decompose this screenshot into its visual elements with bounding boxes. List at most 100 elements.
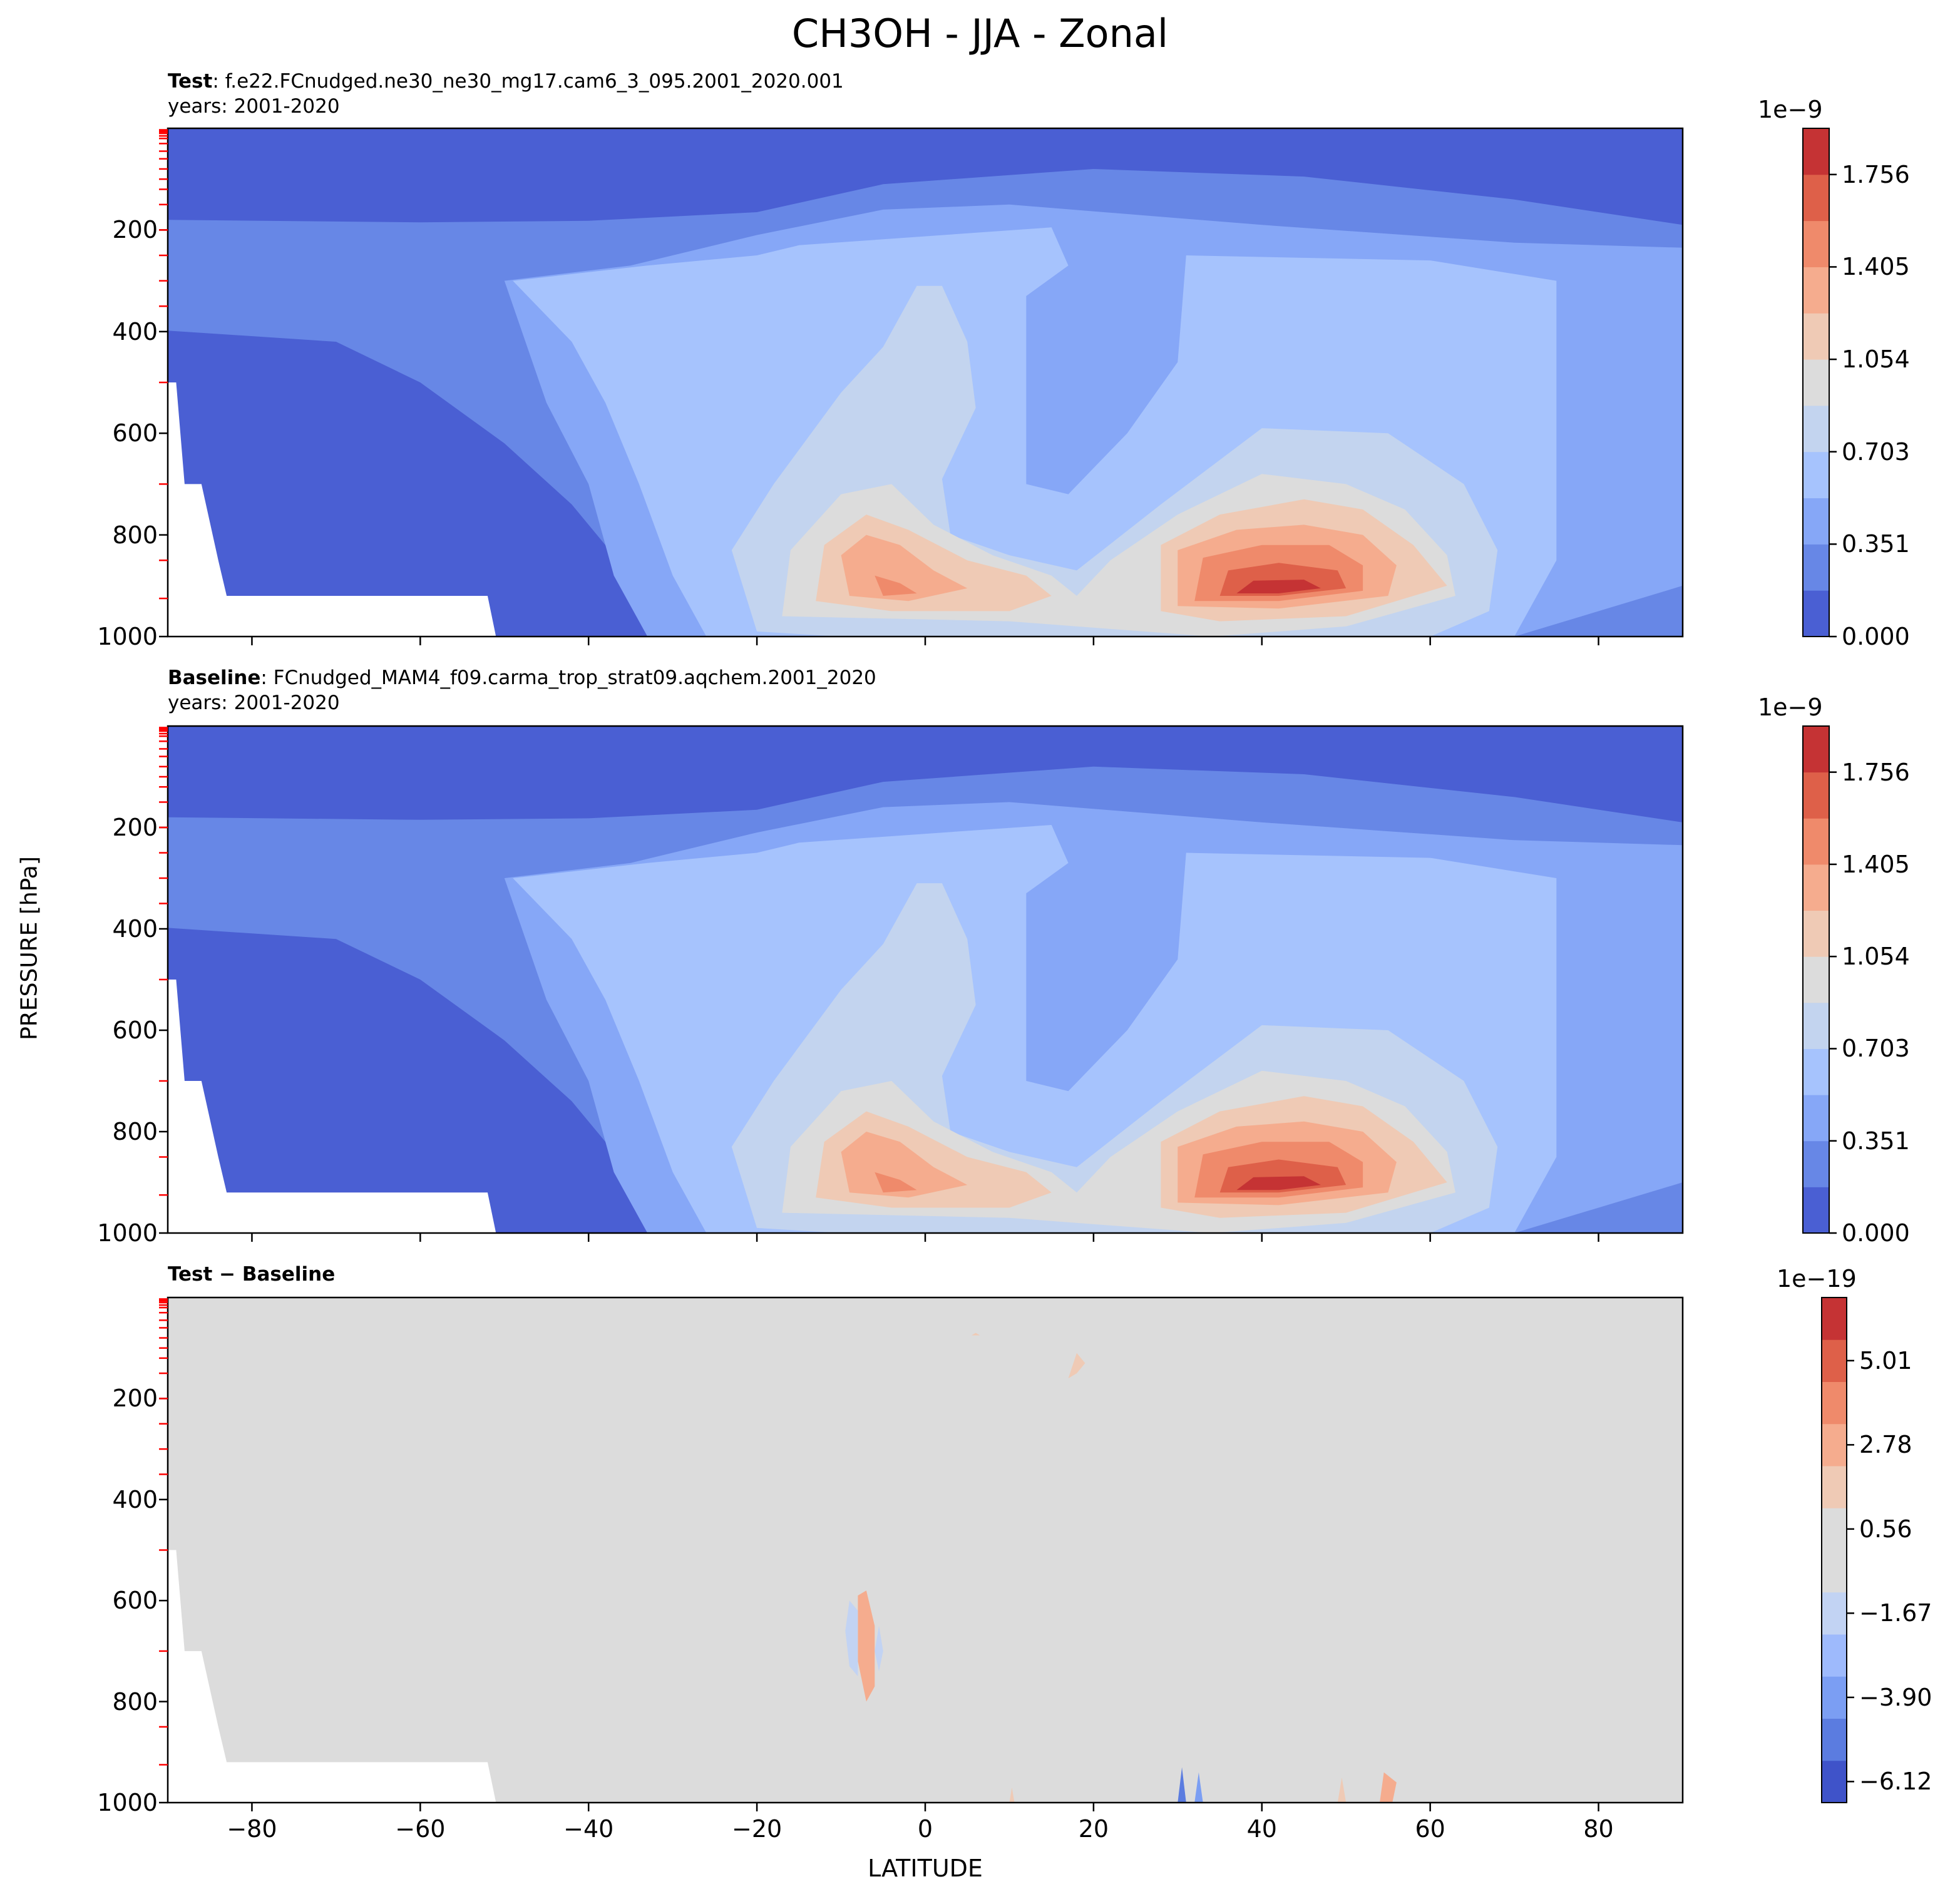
difference-colorbar-swatch (1822, 1298, 1847, 1340)
baseline-ytick-label: 400 (112, 915, 158, 943)
difference-contour-blob (858, 1590, 875, 1702)
difference-colorbar-swatch (1822, 1339, 1847, 1382)
difference-colorbar-tick-label: −6.12 (1859, 1768, 1932, 1796)
test-colorbar-tick-label: 1.054 (1842, 346, 1910, 374)
difference-colorbar-swatch (1822, 1634, 1847, 1677)
baseline-contour-level-8 (875, 1172, 917, 1193)
test-colorbar-swatch (1803, 405, 1829, 453)
baseline-panel-title: Baseline: FCnudged_MAM4_f09.carma_trop_s… (168, 665, 876, 690)
test-panel-subtitle: years: 2001-2020 (168, 95, 340, 118)
baseline-colorbar-tick-label: 0.000 (1842, 1219, 1910, 1247)
test-colorbar-tick-label: 1.405 (1842, 253, 1910, 281)
test-surface-mask (168, 382, 496, 637)
baseline-colorbar-swatch (1803, 726, 1829, 773)
test-colorbar-swatch (1803, 220, 1829, 267)
difference-xtick-label: 80 (1583, 1815, 1614, 1843)
test-colorbar-swatch (1803, 359, 1829, 406)
difference-contour-blob (1178, 1767, 1186, 1803)
baseline-colorbar (1802, 725, 1837, 1234)
difference-colorbar-swatch (1822, 1760, 1847, 1803)
baseline-panel-subtitle: years: 2001-2020 (168, 692, 340, 714)
baseline-colorbar-swatch (1803, 910, 1829, 957)
test-ytick-label: 1000 (97, 623, 158, 650)
difference-xtick-label: 40 (1246, 1815, 1277, 1843)
difference-contour-blob (971, 1333, 980, 1336)
test-contour-level-7 (841, 535, 968, 601)
difference-colorbar-swatch (1822, 1423, 1847, 1466)
difference-xtick-label: −40 (563, 1815, 614, 1843)
difference-ytick-label: 600 (112, 1587, 158, 1615)
baseline-contour-level-7 (841, 1132, 968, 1198)
difference-ytick-label: 200 (112, 1385, 158, 1413)
baseline-colorbar-swatch (1803, 1095, 1829, 1142)
difference-xtick-label: 20 (1078, 1815, 1109, 1843)
baseline-ytick-label: 800 (112, 1118, 158, 1145)
difference-colorbar (1821, 1297, 1854, 1803)
test-colorbar-swatch (1803, 128, 1829, 175)
baseline-colorbar-swatch (1803, 864, 1829, 911)
test-contour-level-8 (875, 575, 917, 596)
difference-title-bold: Test − Baseline (168, 1263, 336, 1286)
test-colorbar-swatch (1803, 544, 1829, 591)
test-colorbar-tick-label: 0.703 (1842, 438, 1910, 466)
baseline-contour-level-0 (168, 928, 648, 1233)
difference-xtick-label: −80 (227, 1815, 277, 1843)
baseline-colorbar-tick-label: 0.351 (1842, 1127, 1910, 1155)
baseline-colorbar-swatch (1803, 1002, 1829, 1049)
test-plot-area (159, 127, 1684, 645)
difference-colorbar-tick-label: 2.78 (1859, 1431, 1912, 1459)
x-axis-label: LATITUDE (868, 1855, 983, 1882)
difference-colorbar-swatch (1822, 1718, 1847, 1761)
baseline-ytick-label: 600 (112, 1016, 158, 1044)
difference-colorbar-swatch (1822, 1381, 1847, 1425)
test-colorbar-swatch (1803, 498, 1829, 545)
difference-xtick-label: −20 (732, 1815, 782, 1843)
difference-contour-blob (845, 1600, 858, 1677)
difference-surface-mask (168, 1550, 496, 1803)
figure-title: CH3OH - JJA - Zonal (791, 11, 1169, 56)
baseline-title-text: : FCnudged_MAM4_f09.carma_trop_strat09.a… (260, 667, 876, 689)
difference-ytick-label: 800 (112, 1687, 158, 1716)
difference-xtick-label: 0 (917, 1815, 933, 1843)
baseline-title-bold: Baseline (168, 667, 261, 689)
test-ytick-label: 800 (112, 521, 158, 549)
baseline-colorbar-tick-label: 0.703 (1842, 1035, 1910, 1063)
baseline-ytick-label: 1000 (97, 1219, 158, 1247)
difference-colorbar-frame (1821, 1297, 1847, 1803)
difference-colorbar-tick-label: 0.56 (1859, 1515, 1912, 1543)
test-colorbar-tick-label: 0.351 (1842, 530, 1910, 558)
difference-colorbar-swatch (1822, 1466, 1847, 1508)
test-colorbar-exponent: 1e−9 (1758, 96, 1823, 123)
test-title-text: : f.e22.FCnudged.ne30_ne30_mg17.cam6_3_0… (212, 70, 844, 93)
difference-colorbar-swatch (1822, 1550, 1847, 1593)
difference-panel-title: Test − Baseline (168, 1262, 335, 1287)
baseline-colorbar-swatch (1803, 1140, 1829, 1187)
difference-colorbar-tick-label: 5.01 (1859, 1346, 1912, 1374)
difference-ytick-label: 1000 (97, 1789, 158, 1816)
baseline-surface-mask (168, 980, 496, 1233)
baseline-colorbar-exponent: 1e−9 (1758, 694, 1823, 721)
test-ytick-label: 600 (112, 419, 158, 448)
baseline-ytick-label: 200 (112, 814, 158, 841)
baseline-colorbar-swatch (1803, 818, 1829, 865)
difference-colorbar-tick-label: −1.67 (1859, 1599, 1932, 1627)
test-colorbar-swatch (1803, 451, 1829, 499)
difference-background-level (168, 1298, 1683, 1803)
test-colorbar-tick-label: 0.000 (1842, 623, 1910, 650)
test-colorbar-frame (1802, 128, 1830, 637)
difference-contour-blob (1194, 1772, 1203, 1803)
difference-colorbar-tick-label: −3.90 (1859, 1683, 1932, 1711)
difference-contour-blob (1380, 1772, 1397, 1803)
difference-colorbar-swatch (1822, 1592, 1847, 1635)
baseline-colorbar-tick-label: 1.756 (1842, 758, 1910, 786)
test-ytick-label: 400 (112, 317, 158, 346)
test-ytick-label: 200 (112, 216, 158, 244)
test-contour-level-10 (1236, 580, 1321, 593)
difference-contour-blob (1009, 1787, 1015, 1803)
difference-colorbar-swatch (1822, 1508, 1847, 1550)
baseline-colorbar-swatch (1803, 772, 1829, 819)
baseline-colorbar-swatch (1803, 1187, 1829, 1234)
difference-contour-blob (875, 1625, 883, 1672)
test-title-bold: Test (168, 70, 213, 93)
